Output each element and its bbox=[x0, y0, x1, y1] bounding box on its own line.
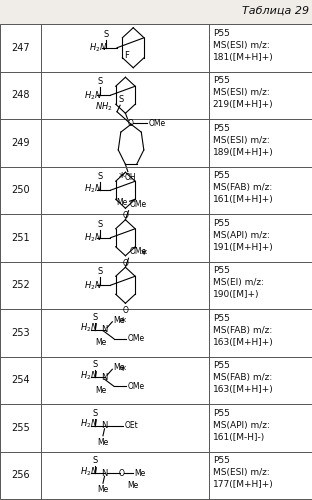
Text: $H_2N$: $H_2N$ bbox=[80, 418, 98, 430]
Text: O: O bbox=[127, 118, 133, 128]
Text: N: N bbox=[101, 421, 108, 430]
Text: P55
MS(ESI) m/z:
177([M+H]+): P55 MS(ESI) m/z: 177([M+H]+) bbox=[213, 456, 274, 489]
Text: S: S bbox=[93, 409, 98, 418]
Text: P55
MS(ESI) m/z:
181([M+H]+): P55 MS(ESI) m/z: 181([M+H]+) bbox=[213, 29, 274, 62]
Text: P55
MS(ESI) m/z:
219([M+H]+): P55 MS(ESI) m/z: 219([M+H]+) bbox=[213, 76, 273, 109]
Text: $H_2N$: $H_2N$ bbox=[84, 232, 103, 244]
Text: Me: Me bbox=[113, 363, 124, 372]
Text: $H_2N$: $H_2N$ bbox=[84, 182, 103, 195]
Text: S: S bbox=[104, 30, 109, 39]
Text: 252: 252 bbox=[11, 280, 30, 290]
Text: O: O bbox=[123, 306, 128, 316]
Text: S: S bbox=[98, 172, 103, 181]
Text: Me: Me bbox=[134, 469, 145, 478]
Text: S: S bbox=[93, 360, 98, 369]
Text: *: * bbox=[118, 171, 124, 183]
Text: 253: 253 bbox=[11, 328, 30, 338]
Text: S: S bbox=[93, 313, 98, 322]
Text: OMe: OMe bbox=[128, 382, 145, 391]
Text: 249: 249 bbox=[11, 138, 30, 148]
Text: 250: 250 bbox=[11, 186, 30, 196]
Text: S: S bbox=[98, 220, 103, 229]
Text: OMe: OMe bbox=[129, 200, 146, 209]
Text: 255: 255 bbox=[11, 423, 30, 433]
Text: *: * bbox=[120, 364, 126, 377]
Text: $H_2N$: $H_2N$ bbox=[80, 465, 98, 477]
Text: Me: Me bbox=[127, 481, 138, 490]
Text: P55
MS(FAB) m/z:
163([M+H]+): P55 MS(FAB) m/z: 163([M+H]+) bbox=[213, 362, 274, 394]
Text: OMe: OMe bbox=[129, 247, 146, 256]
Text: S: S bbox=[93, 456, 98, 465]
Text: O: O bbox=[123, 212, 128, 220]
Text: $H_2N$: $H_2N$ bbox=[89, 42, 107, 54]
Text: *: * bbox=[141, 248, 147, 261]
Text: P55
MS(EI) m/z:
190([M]+): P55 MS(EI) m/z: 190([M]+) bbox=[213, 266, 264, 299]
Text: 254: 254 bbox=[11, 375, 30, 386]
Text: 248: 248 bbox=[11, 90, 30, 100]
Text: $H_2N$: $H_2N$ bbox=[80, 369, 98, 382]
Text: $H_2N$: $H_2N$ bbox=[84, 279, 103, 291]
Text: P55
MS(API) m/z:
161([M-H]-): P55 MS(API) m/z: 161([M-H]-) bbox=[213, 409, 270, 442]
Text: 247: 247 bbox=[11, 43, 30, 52]
Text: S: S bbox=[98, 77, 103, 86]
Text: Me: Me bbox=[97, 438, 109, 447]
Text: Me: Me bbox=[95, 338, 106, 347]
Text: 256: 256 bbox=[11, 470, 30, 480]
Text: S: S bbox=[98, 267, 103, 276]
Text: P55
MS(FAB) m/z:
161([M+H]+): P55 MS(FAB) m/z: 161([M+H]+) bbox=[213, 172, 274, 204]
Text: N: N bbox=[101, 469, 108, 478]
Text: Me: Me bbox=[113, 316, 124, 325]
Text: Me: Me bbox=[97, 485, 109, 494]
Text: Me: Me bbox=[95, 386, 106, 395]
Text: O: O bbox=[119, 469, 125, 478]
Text: O: O bbox=[123, 259, 128, 268]
Text: OMe: OMe bbox=[128, 334, 145, 344]
Text: P55
MS(FAB) m/z:
163([M+H]+): P55 MS(FAB) m/z: 163([M+H]+) bbox=[213, 314, 274, 346]
Text: S: S bbox=[118, 95, 123, 104]
Text: P55
MS(API) m/z:
191([M+H]+): P55 MS(API) m/z: 191([M+H]+) bbox=[213, 219, 274, 252]
Text: OMe: OMe bbox=[149, 118, 166, 128]
Text: N: N bbox=[101, 373, 108, 382]
Text: OEt: OEt bbox=[125, 421, 139, 430]
Text: $NH_2$: $NH_2$ bbox=[95, 100, 112, 113]
Text: Таблица 29: Таблица 29 bbox=[242, 6, 309, 16]
Text: 251: 251 bbox=[11, 233, 30, 243]
Text: *: * bbox=[120, 316, 126, 330]
Text: $H_2N$: $H_2N$ bbox=[84, 89, 103, 102]
Text: N: N bbox=[101, 326, 108, 334]
Text: Me: Me bbox=[116, 198, 127, 207]
Text: P55
MS(ESI) m/z:
189([M+H]+): P55 MS(ESI) m/z: 189([M+H]+) bbox=[213, 124, 274, 156]
Text: F: F bbox=[124, 52, 129, 60]
Text: $H_2N$: $H_2N$ bbox=[80, 322, 98, 334]
Text: OH: OH bbox=[124, 173, 136, 182]
